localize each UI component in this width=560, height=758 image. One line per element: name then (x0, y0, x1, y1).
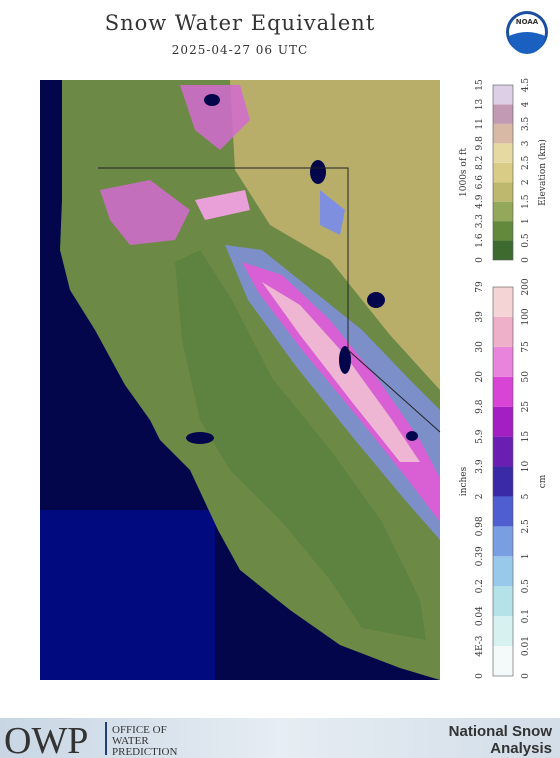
legend-swatch (493, 556, 513, 587)
right-label: 0.01 (521, 636, 531, 656)
legend-swatch (493, 104, 513, 124)
right-title: cm (538, 474, 548, 488)
left-label: 0 (475, 257, 485, 263)
left-label: 5.9 (475, 429, 485, 444)
left-label: 3.9 (475, 459, 485, 474)
legend-swatch (493, 436, 513, 467)
legend-swatch (493, 316, 513, 347)
left-label: 13 (475, 98, 485, 110)
left-label: 8.2 (475, 156, 485, 170)
right-label: 75 (521, 341, 531, 353)
title: Snow Water Equivalent (105, 11, 376, 35)
legend-swatch (493, 85, 513, 105)
legend-frame (492, 84, 514, 261)
right-label: 4.5 (521, 78, 531, 93)
legend-swatch (493, 526, 513, 557)
legend-swatch (493, 406, 513, 437)
right-label: 15 (521, 431, 531, 443)
product-line: National Snow (449, 723, 553, 740)
office-line: PREDICTION (112, 746, 177, 758)
legend-swatch (493, 616, 513, 647)
right-label: 0.5 (521, 579, 531, 594)
logo-text: NOAA (516, 18, 539, 26)
noaa-logo: NOAA (506, 11, 548, 54)
right-label: 5 (521, 493, 531, 499)
legend-swatch (493, 201, 513, 222)
legend-swatch (493, 123, 513, 144)
left-label: 9.8 (475, 136, 485, 151)
right-label: 10 (521, 461, 531, 473)
map (40, 80, 441, 680)
elevation-legend: 0 1.6 3.3 4.9 6.6 8.2 9.8 11 13 15 0 0.5 1 1.5 2 2.5 3 3.… (459, 78, 548, 263)
left-label: 0.2 (475, 579, 485, 593)
product-line: Analysis (490, 740, 552, 757)
swe-legend: 0 4E-3 0.04 0.2 0.39 0.98 2 3.9 5.9 9.8 20 30 39 79 0 0… (459, 278, 548, 679)
legend-swatch (493, 240, 513, 260)
left-label: 15 (475, 79, 485, 91)
legend-frame (492, 286, 514, 677)
left-label: 39 (475, 311, 485, 323)
left-label: 4.9 (475, 194, 485, 209)
right-label: 200 (521, 278, 531, 295)
left-title: inches (459, 466, 469, 496)
legend-swatch (493, 221, 513, 241)
legend-swatch (493, 287, 513, 317)
legend-swatch (493, 586, 513, 617)
subtitle: 2025-04-27 06 UTC (172, 43, 308, 57)
left-label: 0.98 (475, 516, 485, 536)
right-label: 50 (521, 371, 531, 383)
right-label: 2.5 (521, 519, 531, 534)
left-label: 0.39 (475, 546, 485, 566)
right-label: 0.5 (521, 233, 531, 248)
left-label: 0 (475, 673, 485, 679)
legend-swatch (493, 346, 513, 377)
right-title: Elevation (km) (537, 139, 548, 206)
left-label: 1.6 (475, 233, 485, 248)
right-label: 0.1 (521, 609, 531, 623)
office-line: WATER (112, 735, 149, 747)
right-label: 1.5 (521, 194, 531, 209)
right-label: 2 (521, 179, 531, 185)
left-label: 30 (475, 341, 485, 353)
legend-swatch (493, 143, 513, 163)
owp-logo: OWP (4, 720, 88, 758)
office-line: OFFICE OF (112, 724, 167, 736)
right-label: 25 (521, 401, 531, 413)
left-label: 79 (475, 281, 485, 293)
left-label: 11 (475, 118, 485, 129)
right-label: 3 (521, 140, 531, 146)
legend-swatch (493, 376, 513, 407)
right-label: 2.5 (521, 155, 531, 170)
left-title: 1000s of ft (459, 148, 469, 197)
legend-swatch (493, 646, 513, 676)
left-label: 6.6 (475, 175, 485, 190)
left-label: 9.8 (475, 399, 485, 414)
footer: OWP OFFICE OF WATER PREDICTION National … (0, 718, 560, 758)
right-label: 3.5 (521, 116, 531, 131)
left-label: 4E-3 (475, 635, 485, 657)
right-label: 100 (521, 308, 531, 325)
left-label: 3.3 (475, 214, 485, 229)
left-label: 0.04 (475, 606, 485, 626)
legend-swatch (493, 162, 513, 183)
right-label: 1 (521, 553, 531, 559)
right-label: 0 (521, 257, 531, 263)
right-label: 0 (521, 673, 531, 679)
legend-swatch (493, 466, 513, 497)
legend-swatch (493, 182, 513, 202)
legend-swatch (493, 496, 513, 527)
right-label: 1 (521, 218, 531, 224)
right-label: 4 (521, 101, 531, 107)
left-label: 20 (475, 371, 485, 383)
left-label: 2 (475, 494, 485, 500)
